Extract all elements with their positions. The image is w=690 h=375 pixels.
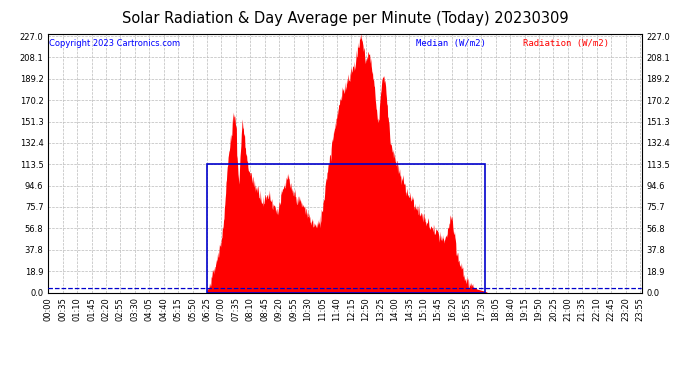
Text: Copyright 2023 Cartronics.com: Copyright 2023 Cartronics.com	[50, 39, 181, 48]
Bar	[207, 164, 485, 292]
Text: Median (W/m2): Median (W/m2)	[416, 39, 486, 48]
Text: Radiation (W/m2): Radiation (W/m2)	[523, 39, 609, 48]
Text: Solar Radiation & Day Average per Minute (Today) 20230309: Solar Radiation & Day Average per Minute…	[121, 11, 569, 26]
